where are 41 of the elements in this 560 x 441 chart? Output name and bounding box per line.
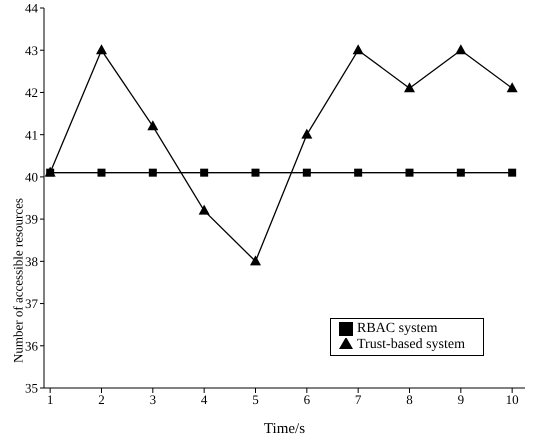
x-tick-label: 2 (98, 392, 105, 408)
y-tick-label: 39 (25, 212, 38, 227)
point (200, 168, 208, 177)
point (147, 120, 158, 130)
point (354, 168, 362, 177)
legend-label: RBAC system (357, 321, 438, 336)
point (455, 44, 466, 54)
y-tick-label: 38 (25, 254, 38, 269)
point (96, 44, 107, 54)
point (404, 82, 415, 92)
y-tick-label: 44 (25, 0, 38, 16)
x-tick-label: 3 (150, 392, 156, 408)
x-tick-label: 7 (354, 392, 362, 408)
x-tick-label: 10 (506, 392, 519, 408)
x-tick-label: 6 (304, 392, 311, 408)
x-tick-label: 8 (406, 392, 413, 408)
x-tick-label: 9 (458, 392, 464, 408)
point (302, 168, 311, 177)
y-tick-label: 35 (25, 380, 38, 396)
y-tick-label: 40 (25, 170, 38, 185)
y-tick-label: 42 (25, 85, 38, 100)
y-axis-title: Number of accessible resources (10, 198, 26, 363)
y-tick-label: 41 (25, 127, 38, 142)
point (406, 168, 414, 177)
legend-label: Trust-based system (357, 337, 465, 352)
point (97, 168, 106, 177)
y-tick-label: 37 (25, 296, 38, 312)
point (456, 168, 465, 177)
y-tick-label: 43 (25, 42, 38, 58)
point (352, 44, 364, 54)
x-tick-label: 4 (200, 392, 208, 408)
x-tick-label: 5 (252, 392, 259, 408)
point (198, 204, 210, 215)
y-tick-label: 36 (25, 338, 38, 354)
x-tick-label: 1 (46, 392, 54, 408)
point (508, 168, 516, 177)
x-axis-title: Time/s (264, 421, 306, 437)
point (506, 82, 518, 92)
point (301, 128, 312, 139)
point (251, 168, 260, 177)
point (148, 168, 157, 177)
